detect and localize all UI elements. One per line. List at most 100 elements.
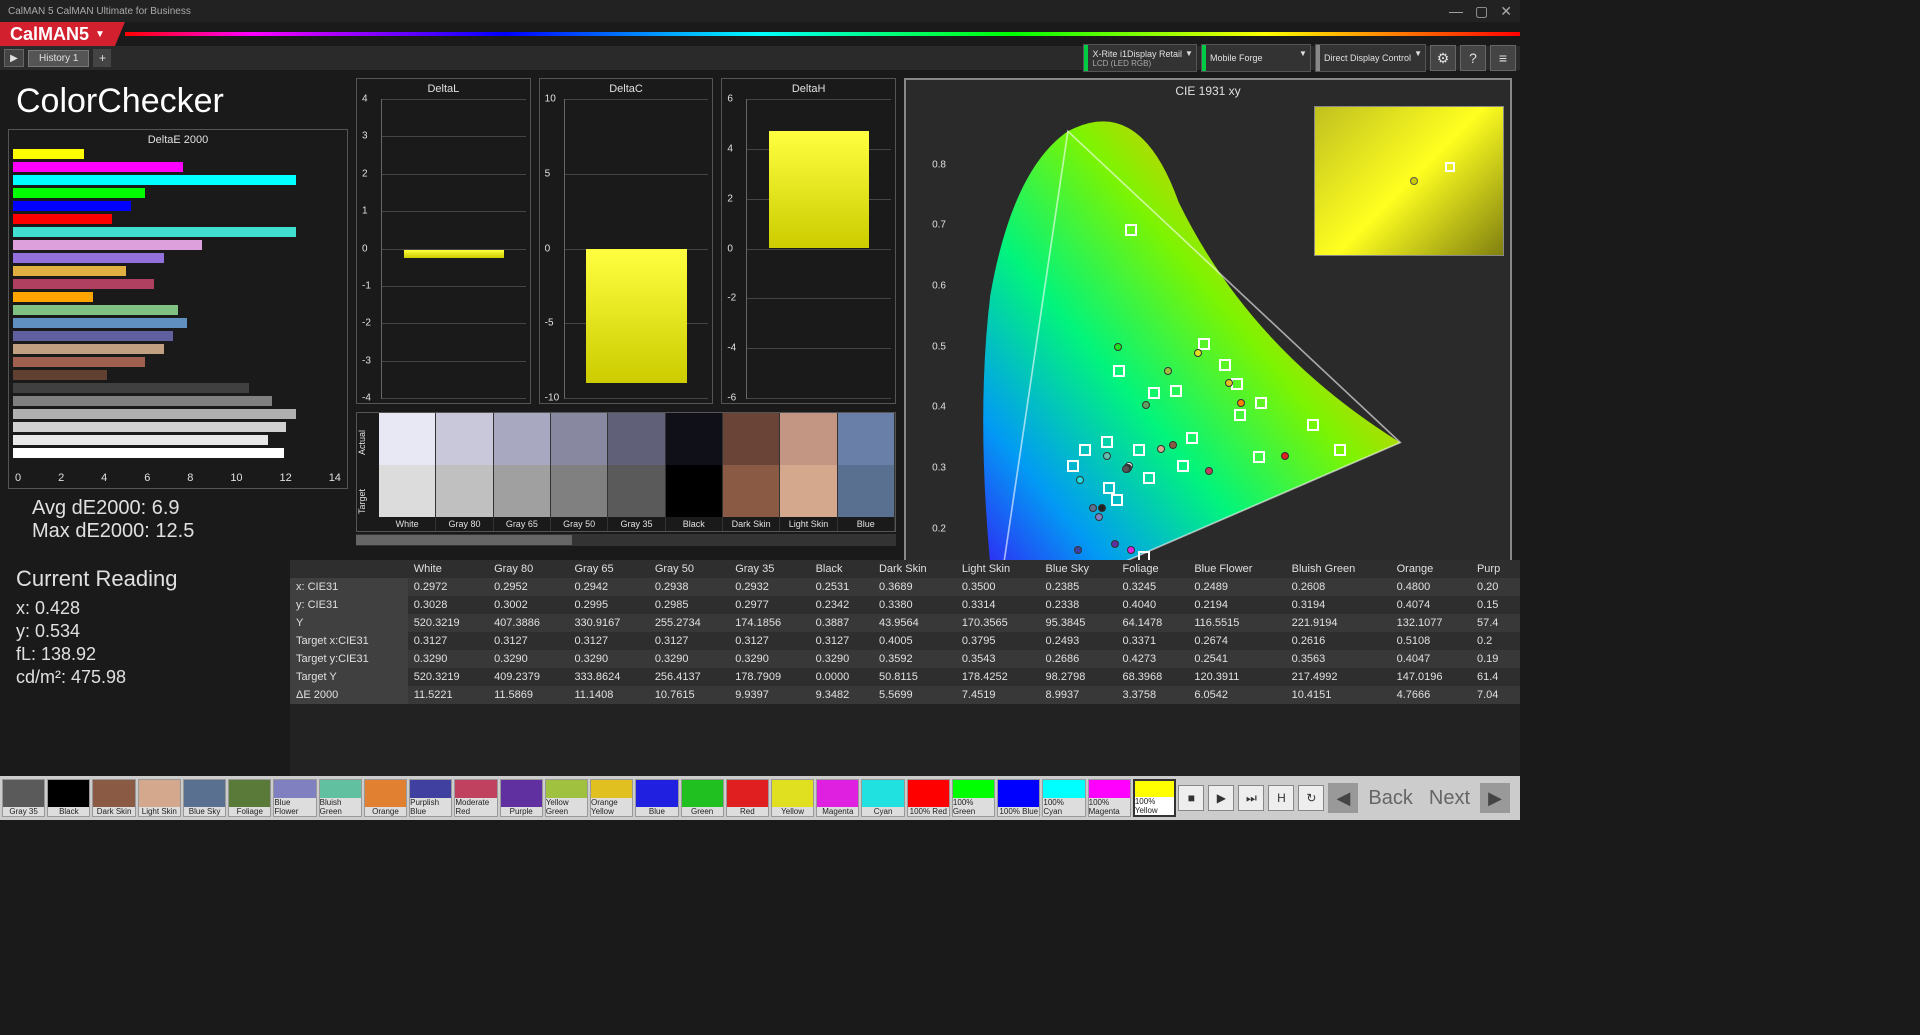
color-chip-dark-skin[interactable]: Dark Skin bbox=[92, 779, 135, 817]
menu-icon[interactable]: ≡ bbox=[1490, 45, 1516, 71]
help-icon[interactable]: ? bbox=[1460, 45, 1486, 71]
color-chip-magenta[interactable]: Magenta bbox=[816, 779, 859, 817]
swatch-black[interactable]: Black bbox=[666, 413, 723, 531]
color-chip-yellow-green[interactable]: Yellow Green bbox=[545, 779, 588, 817]
table-row[interactable]: ΔE 200011.522111.586911.140810.76159.939… bbox=[290, 686, 1520, 704]
cie-target-marker bbox=[1148, 387, 1160, 399]
table-row[interactable]: y: CIE310.30280.30020.29950.29850.29770.… bbox=[290, 596, 1520, 614]
stop-icon[interactable]: ■ bbox=[1178, 785, 1204, 811]
swatch-gray-65[interactable]: Gray 65 bbox=[494, 413, 551, 531]
deltae-bar bbox=[13, 304, 343, 316]
device-selector-1[interactable]: Mobile Forge▼ bbox=[1201, 44, 1311, 72]
color-chip-purplish-blue[interactable]: Purplish Blue bbox=[409, 779, 452, 817]
swatch-gray-35[interactable]: Gray 35 bbox=[608, 413, 665, 531]
swatch-blue[interactable]: Blue bbox=[838, 413, 895, 531]
tab-nav-button[interactable]: ▶ bbox=[4, 49, 24, 67]
cie-measured-marker bbox=[1164, 367, 1172, 375]
next-button[interactable]: Next bbox=[1423, 787, 1476, 810]
record-icon[interactable]: H bbox=[1268, 785, 1294, 811]
table-row[interactable]: Target y:CIE310.32900.32900.32900.32900.… bbox=[290, 650, 1520, 668]
cie-zoom-inset bbox=[1314, 106, 1504, 256]
color-chip-blue-sky[interactable]: Blue Sky bbox=[183, 779, 226, 817]
device-selector-0[interactable]: X-Rite i1Display RetailLCD (LED RGB)▼ bbox=[1083, 44, 1197, 72]
deltae-bar bbox=[13, 317, 343, 329]
cie-target-marker bbox=[1253, 451, 1265, 463]
deltae-bar bbox=[13, 408, 343, 420]
deltae-bar bbox=[13, 343, 343, 355]
window-titlebar: CalMAN 5 CalMAN Ultimate for Business — … bbox=[0, 0, 1520, 22]
color-chip-light-skin[interactable]: Light Skin bbox=[138, 779, 181, 817]
table-row[interactable]: Y520.3219407.3886330.9167255.2734174.185… bbox=[290, 614, 1520, 632]
delta-chart-deltal: DeltaL-4-3-2-101234 bbox=[356, 78, 531, 404]
color-chip-yellow[interactable]: Yellow bbox=[771, 779, 814, 817]
swatch-strip: Actual Target WhiteGray 80Gray 65Gray 50… bbox=[356, 412, 896, 532]
swatch-light-skin[interactable]: Light Skin bbox=[780, 413, 837, 531]
color-chip-orange[interactable]: Orange bbox=[364, 779, 407, 817]
back-icon[interactable]: ◀ bbox=[1328, 783, 1358, 813]
color-chip-100-yellow[interactable]: 100% Yellow bbox=[1133, 779, 1177, 817]
color-chip-bluish-green[interactable]: Bluish Green bbox=[319, 779, 362, 817]
cie-target-marker bbox=[1143, 472, 1155, 484]
color-chip-100-blue[interactable]: 100% Blue bbox=[997, 779, 1040, 817]
deltae-bar bbox=[13, 226, 343, 238]
color-chip-green[interactable]: Green bbox=[681, 779, 724, 817]
cie-measured-marker bbox=[1157, 445, 1165, 453]
maximize-icon[interactable]: ▢ bbox=[1475, 3, 1488, 20]
color-chip-orange-yellow[interactable]: Orange Yellow bbox=[590, 779, 633, 817]
brand-dropdown-icon: ▼ bbox=[95, 29, 105, 40]
table-row[interactable]: x: CIE310.29720.29520.29420.29380.29320.… bbox=[290, 578, 1520, 596]
swatch-row-target-label: Target bbox=[357, 472, 379, 531]
deltae-bar bbox=[13, 369, 343, 381]
delta-chart-deltah: DeltaH-6-4-20246 bbox=[721, 78, 896, 404]
swatch-scrollbar[interactable] bbox=[356, 534, 896, 546]
cie-target-marker bbox=[1186, 432, 1198, 444]
color-chip-gray-35[interactable]: Gray 35 bbox=[2, 779, 45, 817]
color-chip-100-red[interactable]: 100% Red bbox=[907, 779, 950, 817]
cie-measured-marker bbox=[1076, 476, 1084, 484]
add-tab-button[interactable]: + bbox=[93, 49, 111, 67]
color-chip-100-cyan[interactable]: 100% Cyan bbox=[1042, 779, 1085, 817]
minimize-icon[interactable]: — bbox=[1449, 3, 1463, 20]
cie-measured-marker bbox=[1089, 504, 1097, 512]
cie-measured-marker bbox=[1103, 452, 1111, 460]
color-chip-100-green[interactable]: 100% Green bbox=[952, 779, 995, 817]
deltae2000-chart: DeltaE 2000 02468101214 bbox=[8, 129, 348, 489]
cie-measured-marker bbox=[1122, 465, 1130, 473]
color-chip-foliage[interactable]: Foliage bbox=[228, 779, 271, 817]
deltae-bar bbox=[13, 239, 343, 251]
swatch-white[interactable]: White bbox=[379, 413, 436, 531]
cie-target-marker bbox=[1177, 460, 1189, 472]
swatch-gray-80[interactable]: Gray 80 bbox=[436, 413, 493, 531]
table-row[interactable]: Target x:CIE310.31270.31270.31270.31270.… bbox=[290, 632, 1520, 650]
loop-icon[interactable]: ↻ bbox=[1298, 785, 1324, 811]
tab-history[interactable]: History 1 bbox=[28, 50, 89, 67]
back-button[interactable]: Back bbox=[1362, 787, 1418, 810]
cie-target-marker bbox=[1067, 460, 1079, 472]
skip-icon[interactable]: ⏭ bbox=[1238, 785, 1264, 811]
cie-measured-marker bbox=[1237, 399, 1245, 407]
swatch-dark-skin[interactable]: Dark Skin bbox=[723, 413, 780, 531]
play-icon[interactable]: ▶ bbox=[1208, 785, 1234, 811]
color-chip-100-magenta[interactable]: 100% Magenta bbox=[1088, 779, 1131, 817]
color-chip-moderate-red[interactable]: Moderate Red bbox=[454, 779, 497, 817]
close-icon[interactable]: ✕ bbox=[1500, 3, 1512, 20]
color-chip-cyan[interactable]: Cyan bbox=[861, 779, 904, 817]
color-chip-black[interactable]: Black bbox=[47, 779, 90, 817]
next-icon[interactable]: ▶ bbox=[1480, 783, 1510, 813]
color-chip-red[interactable]: Red bbox=[726, 779, 769, 817]
data-table[interactable]: WhiteGray 80Gray 65Gray 50Gray 35BlackDa… bbox=[290, 560, 1520, 776]
table-row[interactable]: Target Y520.3219409.2379333.8624256.4137… bbox=[290, 668, 1520, 686]
device-selector-2[interactable]: Direct Display Control▼ bbox=[1315, 44, 1426, 72]
brand-logo[interactable]: CalMAN5 ▼ bbox=[0, 22, 125, 46]
swatch-gray-50[interactable]: Gray 50 bbox=[551, 413, 608, 531]
color-chip-purple[interactable]: Purple bbox=[500, 779, 543, 817]
deltae-bar bbox=[13, 278, 343, 290]
color-chip-blue-flower[interactable]: Blue Flower bbox=[273, 779, 316, 817]
settings-icon[interactable]: ⚙ bbox=[1430, 45, 1456, 71]
deltae-bar bbox=[13, 200, 343, 212]
color-chip-blue[interactable]: Blue bbox=[635, 779, 678, 817]
cie-measured-marker bbox=[1095, 513, 1103, 521]
cie-measured-marker bbox=[1225, 379, 1233, 387]
cie-target-marker bbox=[1219, 359, 1231, 371]
cie-measured-marker bbox=[1114, 343, 1122, 351]
